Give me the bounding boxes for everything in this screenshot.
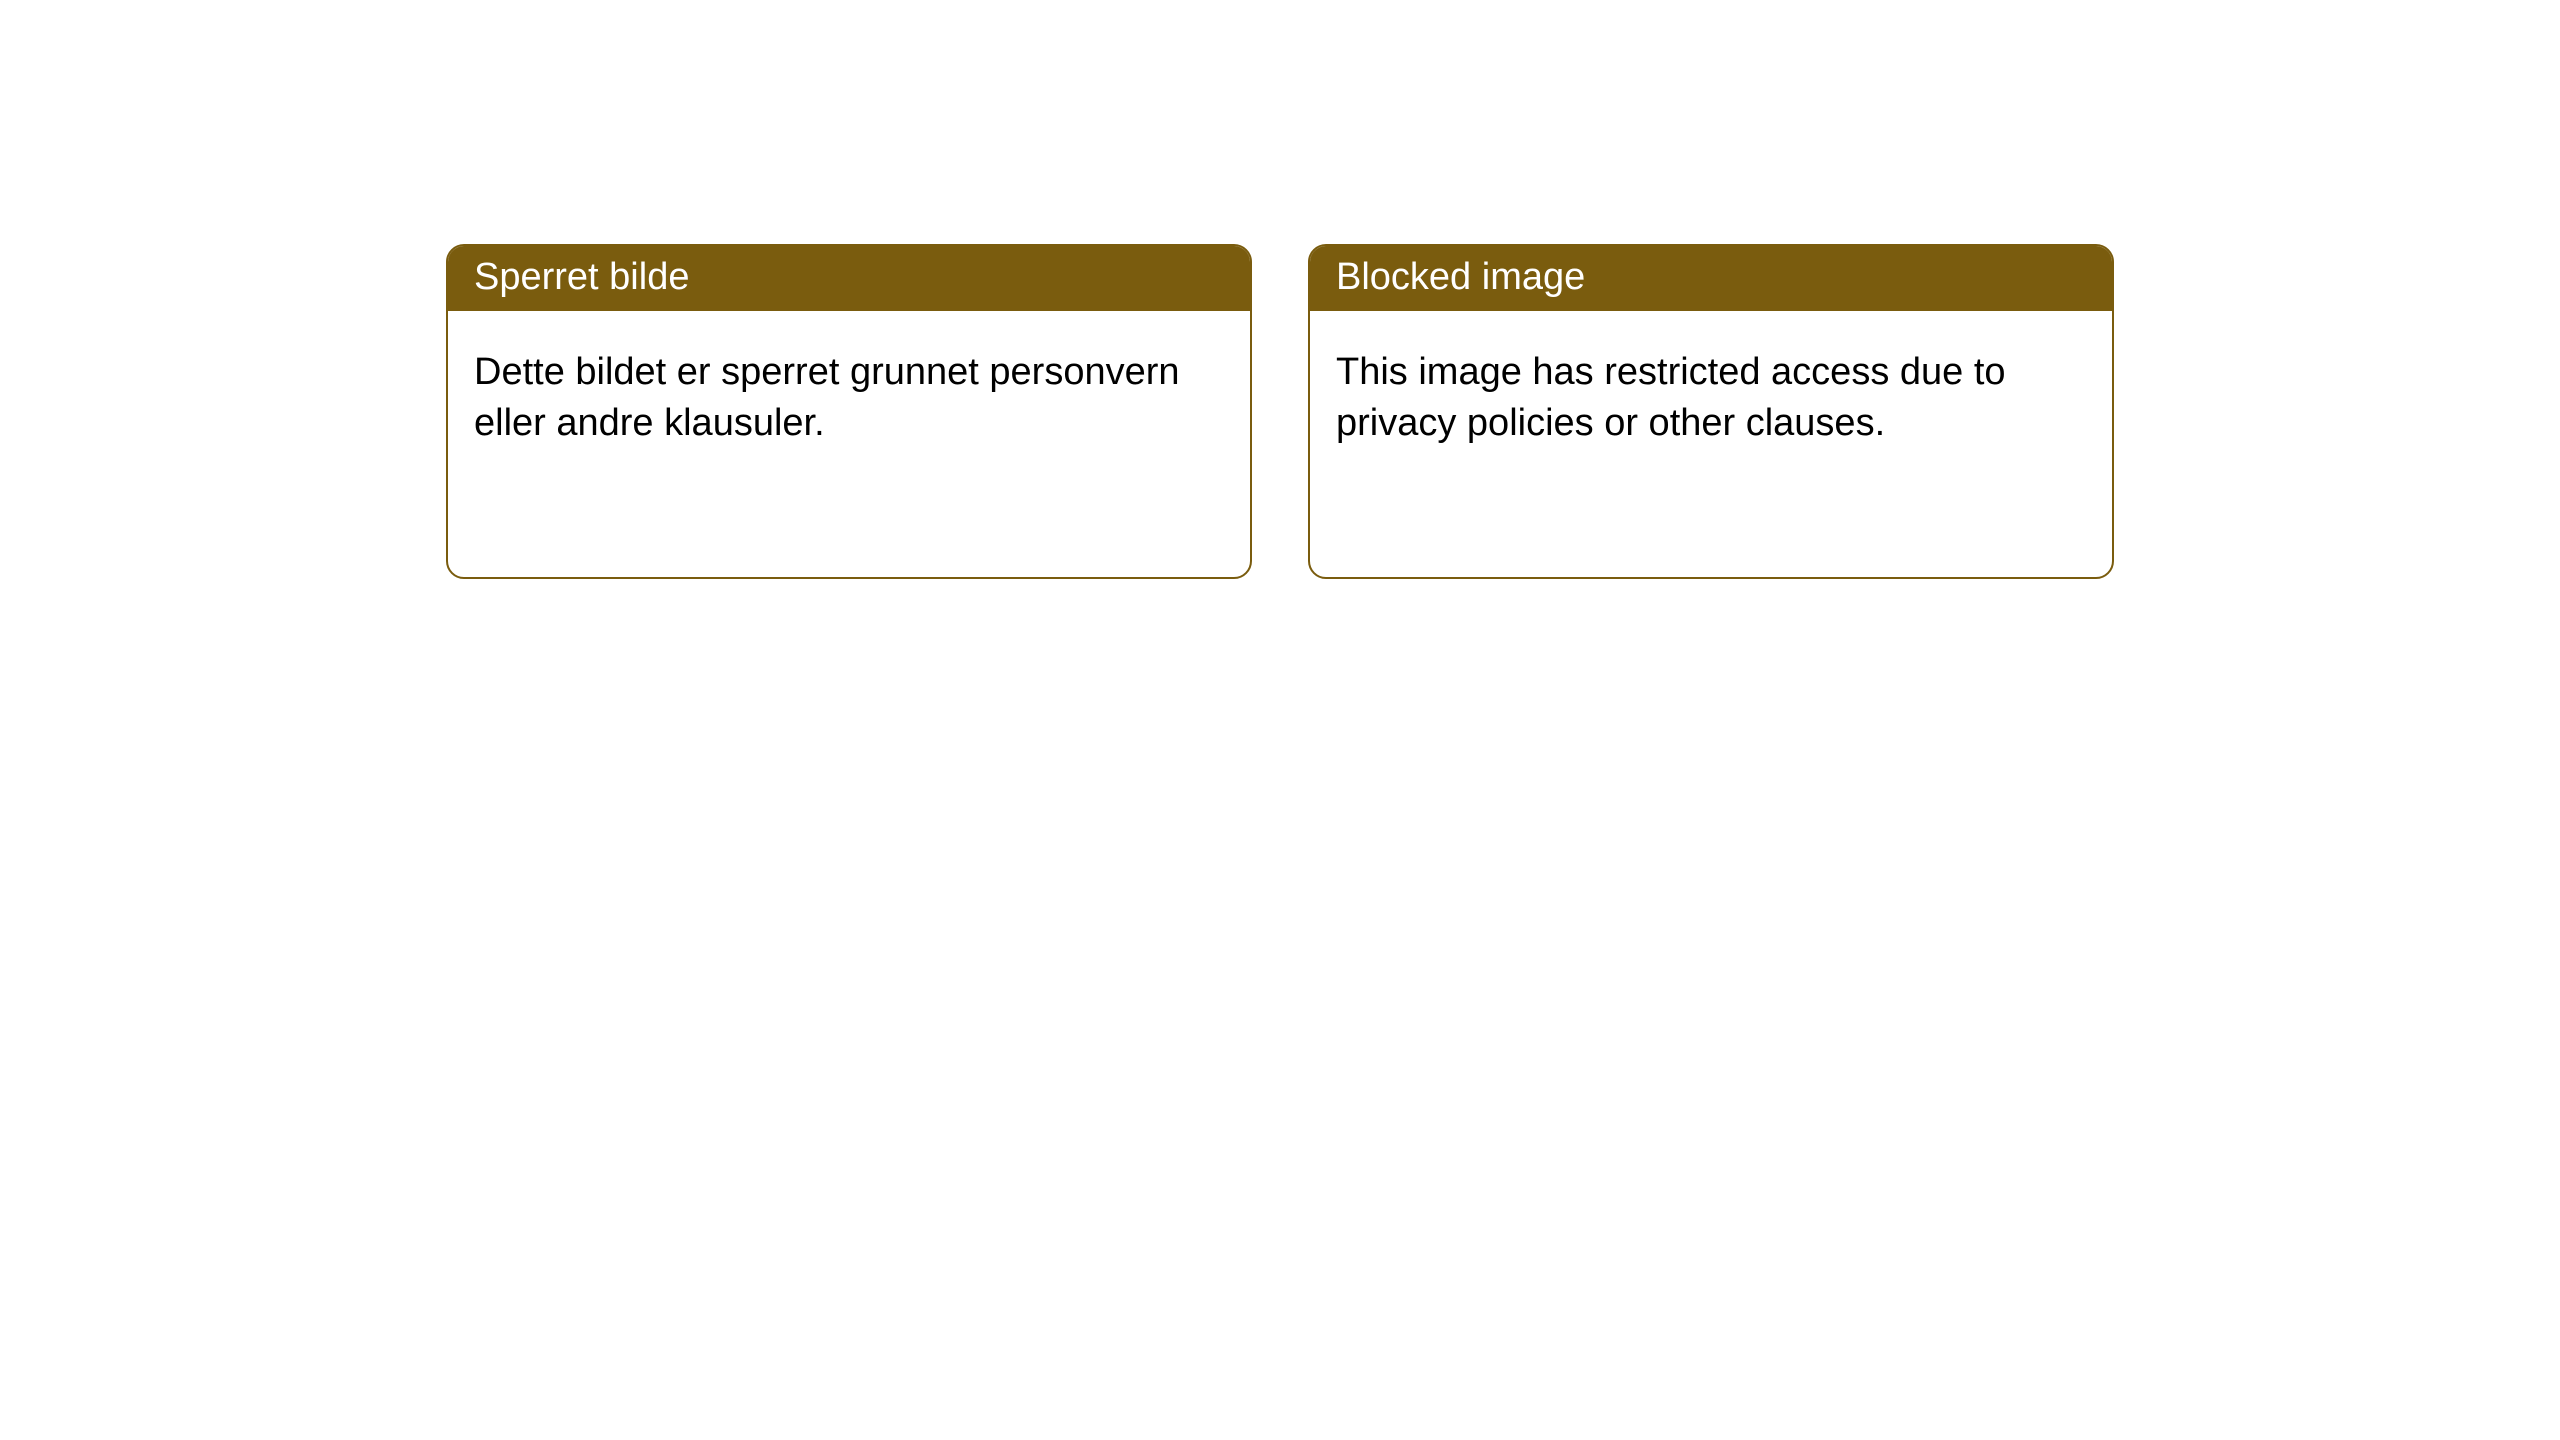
card-body-en: This image has restricted access due to … [1310,311,2112,486]
card-body-no: Dette bildet er sperret grunnet personve… [448,311,1250,486]
card-title-en: Blocked image [1310,246,2112,311]
notice-cards-row: Sperret bilde Dette bildet er sperret gr… [0,0,2560,579]
blocked-image-card-en: Blocked image This image has restricted … [1308,244,2114,579]
card-title-no: Sperret bilde [448,246,1250,311]
blocked-image-card-no: Sperret bilde Dette bildet er sperret gr… [446,244,1252,579]
